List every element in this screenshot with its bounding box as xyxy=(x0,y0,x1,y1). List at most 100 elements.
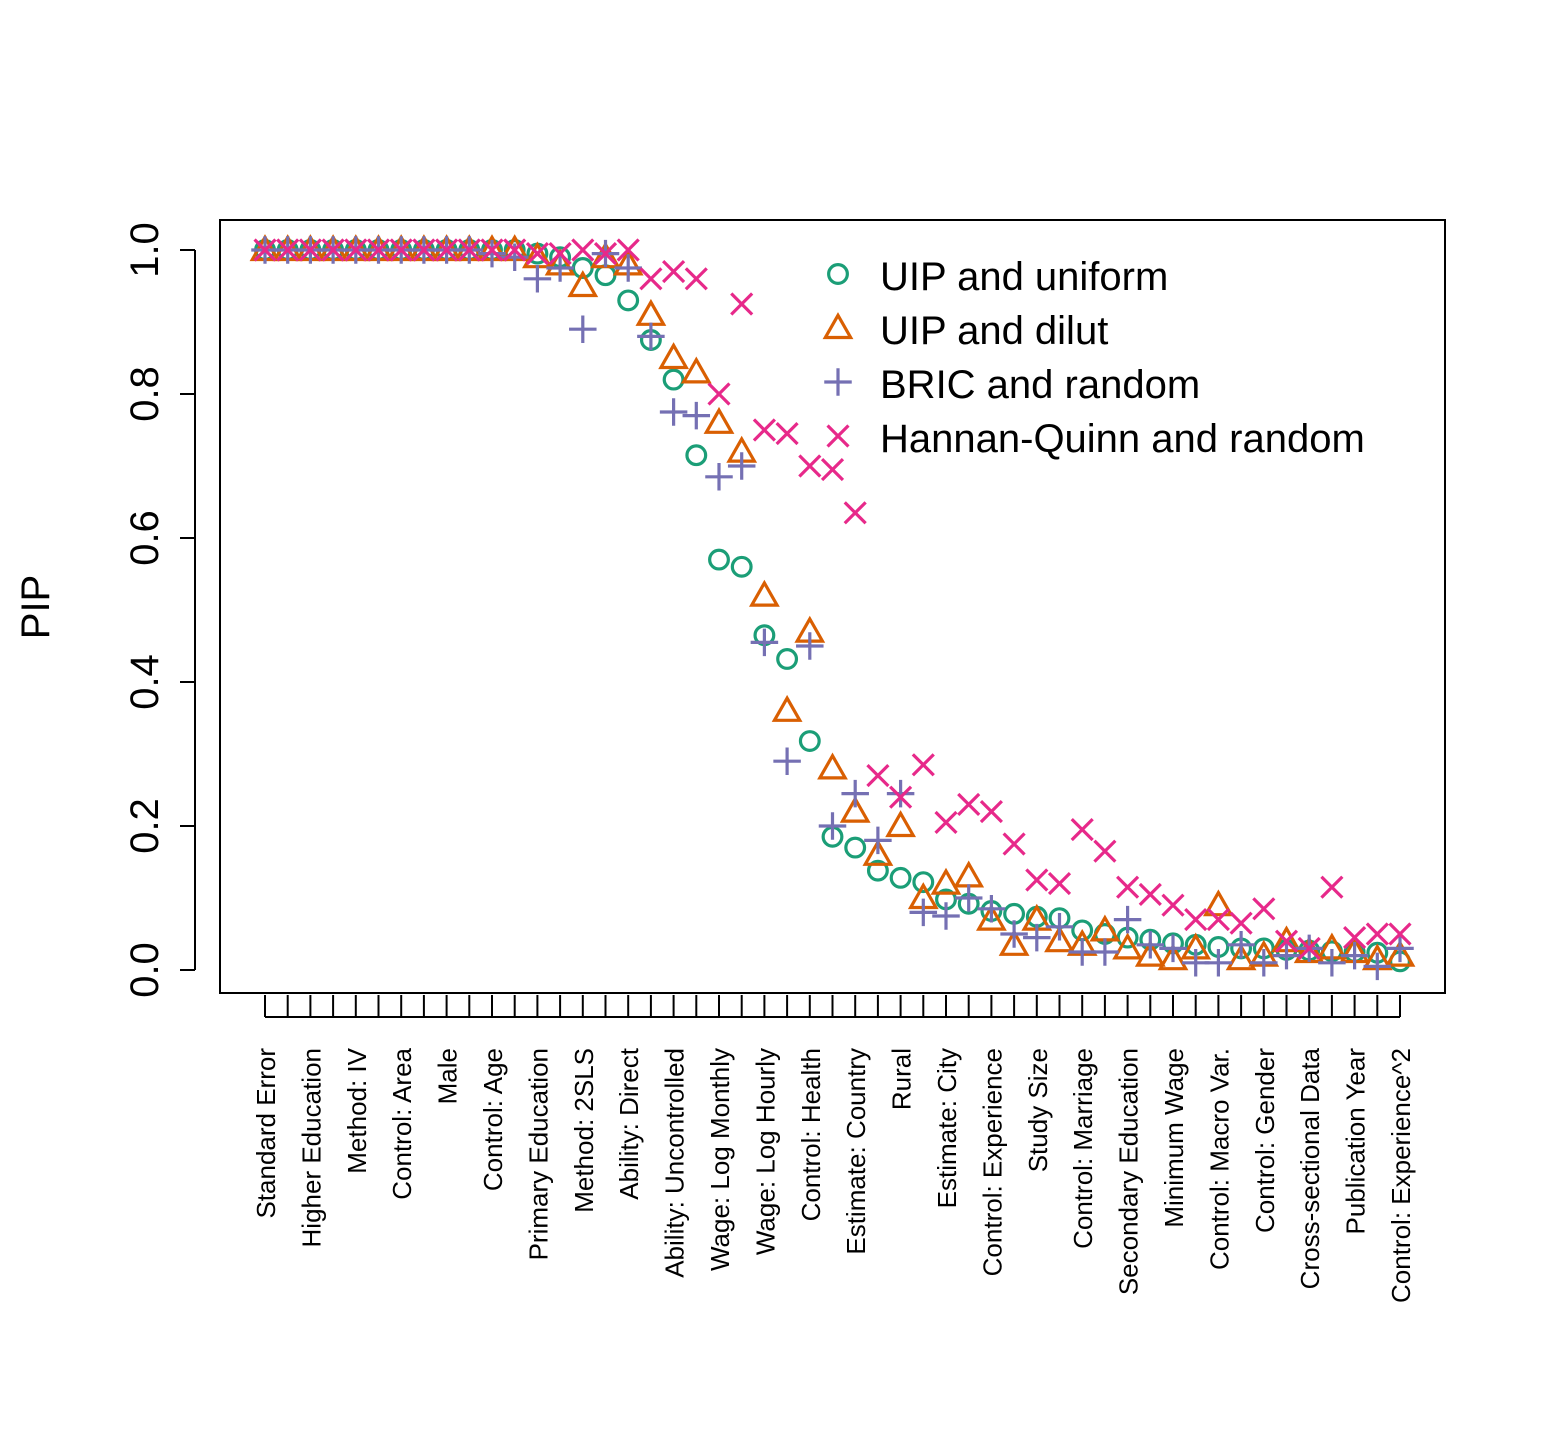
data-point xyxy=(953,860,985,888)
x-tick-label: Primary Education xyxy=(523,1048,553,1260)
data-point xyxy=(885,810,917,838)
x-tick-label: Study Size xyxy=(1023,1048,1053,1172)
legend-label: UIP and uniform xyxy=(880,255,1168,299)
data-point xyxy=(525,242,549,266)
data-point xyxy=(954,884,983,912)
data-point xyxy=(1363,952,1392,981)
data-point xyxy=(820,458,845,482)
data-point xyxy=(844,836,867,859)
data-point xyxy=(321,238,345,262)
data-point xyxy=(593,242,618,266)
x-tick-label: Method: 2SLS xyxy=(569,1048,599,1213)
data-point xyxy=(911,753,935,777)
data-point xyxy=(662,260,686,284)
data-point xyxy=(1318,949,1346,977)
data-point xyxy=(523,265,552,293)
data-point xyxy=(1365,922,1389,946)
data-point xyxy=(703,406,735,434)
data-point xyxy=(1274,929,1299,953)
series-triangle xyxy=(249,234,1416,971)
x-tick-label: Ability: Direct xyxy=(614,1047,644,1199)
data-point xyxy=(1388,922,1412,946)
data-point xyxy=(682,401,711,430)
data-point xyxy=(1159,934,1187,963)
data-point xyxy=(1297,936,1321,960)
data-point xyxy=(776,648,799,670)
data-point xyxy=(730,555,753,578)
data-point xyxy=(932,902,960,930)
data-point xyxy=(1044,925,1075,953)
data-point xyxy=(998,928,1030,956)
y-tick-label: 0.2 xyxy=(123,798,167,854)
data-point xyxy=(1138,882,1162,906)
data-point xyxy=(934,810,958,834)
data-point xyxy=(930,867,962,895)
data-point xyxy=(546,254,574,282)
data-point xyxy=(708,548,730,571)
x-tick-label: Control: Area xyxy=(387,1047,417,1199)
x-tick-label: Estimate: City xyxy=(932,1048,962,1208)
data-point xyxy=(912,871,935,894)
x-tick-label: Higher Education xyxy=(296,1048,326,1247)
data-point xyxy=(1225,943,1257,971)
x-axis: Standard Error Higher Education Method: IV… xyxy=(251,995,1416,1303)
data-point xyxy=(594,264,617,287)
data-point xyxy=(662,368,685,391)
data-point xyxy=(659,398,688,426)
data-point xyxy=(775,422,799,446)
data-point xyxy=(752,418,776,442)
data-point xyxy=(617,289,640,312)
x-tick-label: Standard Error xyxy=(251,1048,281,1219)
data-point xyxy=(680,356,712,384)
data-point xyxy=(798,730,821,752)
data-point xyxy=(567,270,599,298)
data-point xyxy=(707,382,731,406)
data-point xyxy=(1136,931,1165,959)
y-tick-label: 0.6 xyxy=(123,510,167,566)
data-point xyxy=(1161,893,1185,917)
data-point xyxy=(977,895,1006,923)
x-tick-label: Control: Marriage xyxy=(1068,1048,1098,1249)
data-point xyxy=(637,322,665,351)
data-point xyxy=(730,292,754,316)
data-point xyxy=(1252,897,1276,921)
data-point xyxy=(979,800,1003,824)
data-point xyxy=(1091,938,1119,966)
data-point xyxy=(1093,839,1117,863)
data-point xyxy=(1227,931,1255,959)
data-point xyxy=(798,454,822,478)
data-point xyxy=(1116,875,1140,899)
series-plus xyxy=(251,236,1414,981)
data-point xyxy=(1320,875,1344,899)
x-tick-label: Wage: Log Hourly xyxy=(750,1048,780,1255)
data-point xyxy=(1000,920,1028,948)
data-point xyxy=(658,342,690,370)
data-point xyxy=(635,298,667,326)
data-point xyxy=(771,694,803,722)
data-point xyxy=(1112,932,1144,960)
data-point xyxy=(457,238,481,262)
data-point xyxy=(1045,913,1074,941)
data-point xyxy=(1204,949,1233,977)
data-point xyxy=(1229,911,1253,935)
data-point xyxy=(1202,889,1234,917)
x-tick-label: Wage: Log Monthly xyxy=(705,1048,735,1271)
data-point xyxy=(1184,908,1208,932)
data-point xyxy=(866,764,890,788)
y-axis-title: PIP xyxy=(14,575,58,639)
data-point xyxy=(773,747,801,775)
data-point xyxy=(253,238,277,262)
data-point xyxy=(1343,926,1367,950)
legend-label: BRIC and random xyxy=(880,363,1200,407)
x-tick-label: Control: Macro Var. xyxy=(1204,1048,1234,1270)
data-point xyxy=(841,779,869,808)
data-point xyxy=(614,254,642,282)
data-point xyxy=(957,792,981,816)
legend-label: UIP and dilut xyxy=(880,309,1108,353)
legend-marker xyxy=(826,424,850,448)
x-tick-label: Rural xyxy=(887,1048,917,1110)
data-point xyxy=(750,628,779,657)
data-point xyxy=(366,238,391,262)
data-point xyxy=(478,239,506,268)
